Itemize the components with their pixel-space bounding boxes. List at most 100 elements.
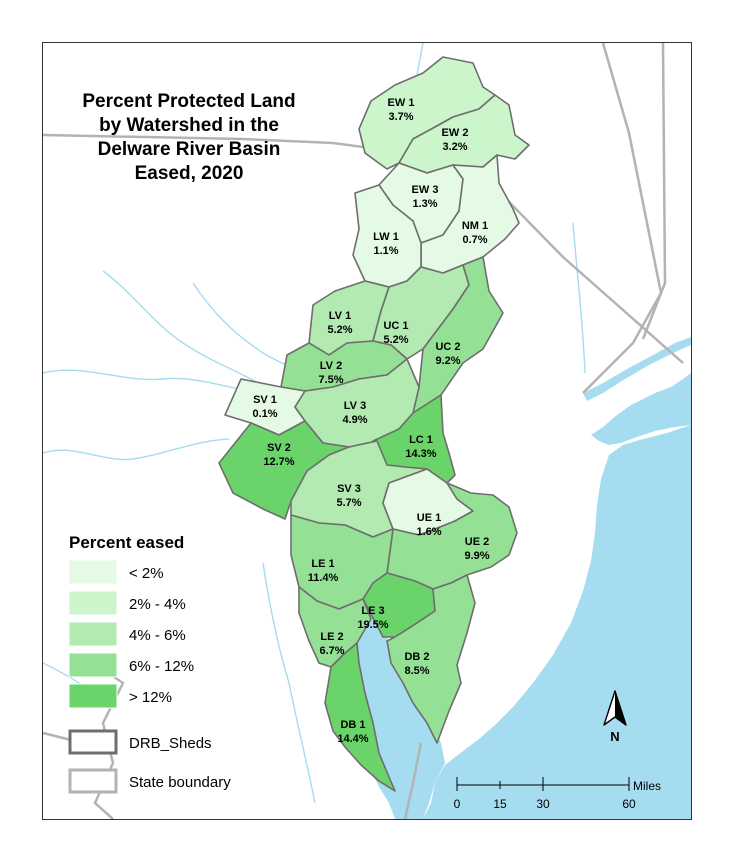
label-nm1: NM 1 0.7% (462, 220, 488, 246)
label-ew3: EW 3 1.3% (412, 184, 439, 210)
legend-label: > 12% (129, 689, 172, 706)
legend-label: State boundary (129, 774, 231, 791)
shed-name: LE 3 (361, 605, 384, 617)
river-line (43, 438, 230, 461)
legend-item-state: State boundary (68, 768, 231, 794)
shed-name: LV 2 (320, 360, 342, 372)
shed-name: LV 1 (329, 310, 351, 322)
legend-swatch (68, 621, 118, 647)
shed-name: EW 2 (442, 127, 469, 139)
shed-name: SV 3 (337, 483, 361, 495)
shed-percent: 9.2% (435, 355, 460, 367)
watershed-db1 (324, 642, 396, 792)
shed-percent: 6.7% (319, 645, 344, 657)
legend-label: 6% - 12% (129, 658, 194, 675)
shed-percent: 14.3% (405, 448, 436, 460)
label-lv2: LV 2 7.5% (318, 360, 343, 386)
label-uc2: UC 2 9.2% (435, 341, 460, 367)
label-lc1: LC 1 14.3% (405, 434, 436, 460)
shed-name: LC 1 (409, 434, 433, 446)
atlantic-ocean (591, 373, 691, 445)
scale-tick-label: 0 (454, 797, 461, 811)
shed-name: EW 1 (388, 97, 415, 109)
shed-percent: 0.7% (462, 234, 487, 246)
shed-percent: 7.5% (318, 374, 343, 386)
shed-name: DB 2 (404, 651, 429, 663)
shed-percent: 1.6% (416, 526, 441, 538)
river-line (102, 270, 266, 388)
legend-swatch (68, 559, 118, 585)
title-line: Percent Protected Land (82, 91, 295, 112)
title-line: Eased, 2020 (135, 163, 244, 184)
map-frame: EW 1 3.7% EW 2 3.2% EW 3 1.3% NM 1 0.7% … (42, 42, 692, 820)
label-sv2: SV 2 12.7% (263, 442, 294, 468)
shed-percent: 9.9% (464, 550, 489, 562)
label-le3: LE 3 19.5% (357, 605, 388, 631)
map-canvas: EW 1 3.7% EW 2 3.2% EW 3 1.3% NM 1 0.7% … (43, 43, 691, 819)
north-arrow-half (615, 691, 626, 725)
shed-percent: 12.7% (263, 456, 294, 468)
shed-percent: 3.7% (388, 111, 413, 123)
legend-item: 4% - 6% (68, 621, 186, 647)
river-line (262, 562, 316, 804)
shed-name: UC 2 (435, 341, 460, 353)
shed-name: UC 1 (383, 320, 408, 332)
shed-name: SV 1 (253, 394, 277, 406)
shed-percent: 14.4% (337, 733, 368, 745)
legend-item: 2% - 4% (68, 590, 186, 616)
legend: Percent eased < 2% 2% - 4% 4% - 6% 6% - … (68, 533, 231, 794)
legend-state-swatch (68, 768, 118, 794)
legend-item-sheds: DRB_Sheds (68, 729, 212, 755)
north-arrow-icon: N (603, 690, 627, 744)
legend-label: 4% - 6% (129, 627, 186, 644)
shed-percent: 5.2% (327, 324, 352, 336)
legend-item: < 2% (68, 559, 164, 585)
shed-percent: 0.1% (252, 408, 277, 420)
state-boundary-line (641, 43, 667, 340)
shed-name: LE 2 (320, 631, 343, 643)
shed-percent: 19.5% (357, 619, 388, 631)
scale-tick-label: 15 (493, 797, 507, 811)
scale-tick-label: 60 (622, 797, 636, 811)
label-lw1: LW 1 1.1% (373, 231, 399, 257)
river-line (572, 222, 586, 374)
state-boundary-line (582, 43, 663, 394)
legend-title: Percent eased (69, 533, 184, 552)
title-line: by Watershed in the (99, 115, 279, 136)
shed-name: LV 3 (344, 400, 366, 412)
shed-name: LW 1 (373, 231, 399, 243)
shed-name: DB 1 (340, 719, 365, 731)
label-sv3: SV 3 5.7% (336, 483, 361, 509)
label-le1: LE 1 11.4% (308, 558, 339, 584)
label-uc1: UC 1 5.2% (383, 320, 408, 346)
shed-name: SV 2 (267, 442, 291, 454)
legend-swatch (68, 590, 118, 616)
shed-name: UE 2 (465, 536, 489, 548)
title-line: Delware River Basin (98, 139, 281, 160)
shed-percent: 5.2% (383, 334, 408, 346)
watersheds-layer (218, 56, 530, 792)
shed-percent: 1.3% (412, 198, 437, 210)
label-ew2: EW 2 3.2% (442, 127, 469, 153)
label-db2: DB 2 8.5% (404, 651, 429, 677)
legend-label: 2% - 4% (129, 596, 186, 613)
legend-item: 6% - 12% (68, 652, 194, 678)
scale-bar: Miles 0 15 30 60 (454, 777, 661, 811)
shed-percent: 3.2% (442, 141, 467, 153)
legend-item: > 12% (68, 683, 172, 709)
label-db1: DB 1 14.4% (337, 719, 368, 745)
label-ue1: UE 1 1.6% (416, 512, 441, 538)
legend-label: < 2% (129, 565, 164, 582)
label-ew1: EW 1 3.7% (388, 97, 415, 123)
north-label: N (610, 729, 619, 744)
shed-name: NM 1 (462, 220, 488, 232)
shed-percent: 5.7% (336, 497, 361, 509)
scale-tick-label: 30 (536, 797, 550, 811)
scale-unit: Miles (633, 779, 661, 793)
label-lv3: LV 3 4.9% (342, 400, 367, 426)
watershed-labels: EW 1 3.7% EW 2 3.2% EW 3 1.3% NM 1 0.7% … (252, 97, 489, 745)
shed-name: UE 1 (417, 512, 441, 524)
watershed-db2 (386, 574, 476, 744)
map-title: Percent Protected Land by Watershed in t… (82, 91, 295, 184)
long-island-sound (583, 337, 691, 401)
